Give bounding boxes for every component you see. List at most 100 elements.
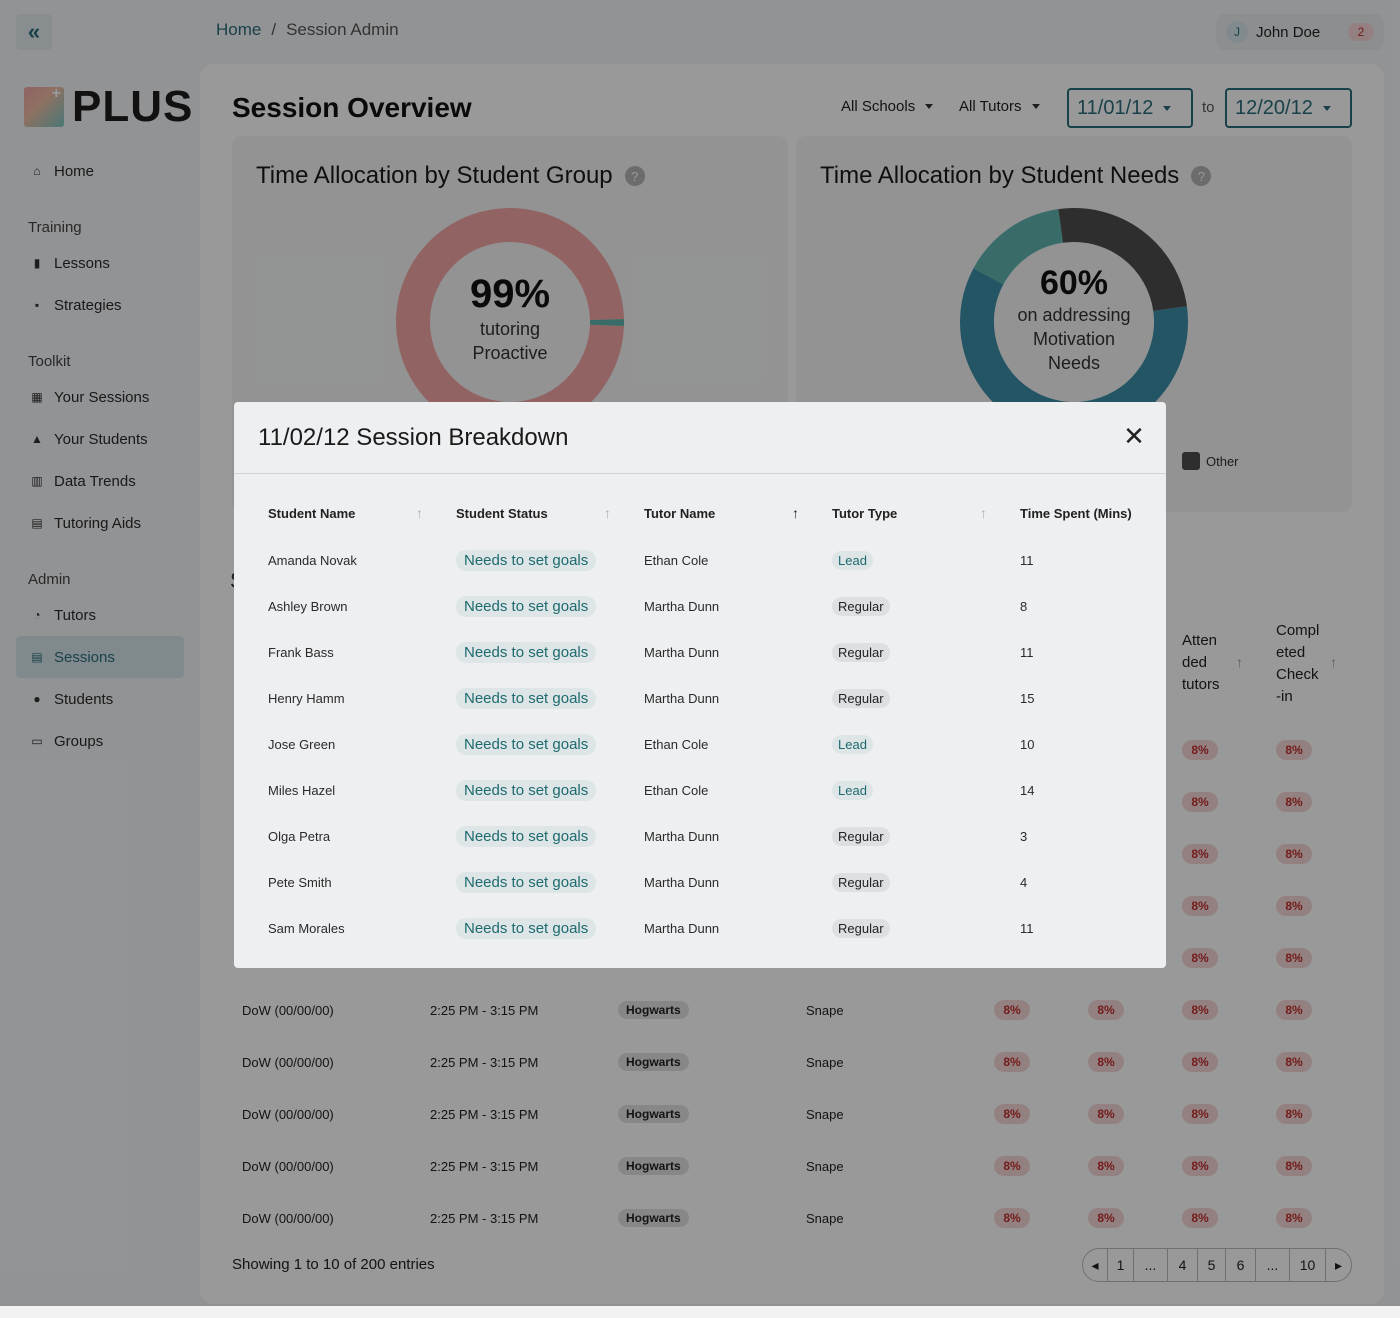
col-header-time-spent[interactable]: Time Spent (Mins) xyxy=(1020,505,1132,521)
tutor-type-pill: Regular xyxy=(832,918,890,938)
breadcrumb-home-link[interactable]: Home xyxy=(216,20,262,39)
tutor-type-pill: Regular xyxy=(832,596,890,616)
collapse-sidebar-icon[interactable]: « xyxy=(16,14,52,50)
sidebar-item-home[interactable]: ⌂ Home xyxy=(16,150,184,192)
donut-slice[interactable] xyxy=(960,208,1188,436)
page-button[interactable]: 1 xyxy=(1107,1249,1133,1281)
sidebar-item-tutors[interactable]: ◔ Tutors xyxy=(16,594,184,636)
sort-arrow-active-icon[interactable]: ↑ xyxy=(792,505,799,521)
page-button[interactable]: 5 xyxy=(1197,1249,1225,1281)
table-row[interactable]: Henry Hamm Needs to set goals Martha Dun… xyxy=(234,675,1166,721)
sidebar-item-your-students[interactable]: ▲ Your Students xyxy=(16,418,184,460)
col-header-attended-tutors[interactable]: Atten ded tutors xyxy=(1182,630,1220,696)
checkin-pct-badge: 8% xyxy=(1276,844,1312,864)
col-header-student-status[interactable]: Student Status xyxy=(456,505,548,521)
date-from-value: 11/01/12 xyxy=(1077,96,1154,119)
student-status-pill: Needs to set goals xyxy=(456,687,597,709)
student-name: Henry Hamm xyxy=(268,690,345,706)
tutor-type-pill: Lead xyxy=(832,550,873,570)
sidebar-item-your-sessions[interactable]: ▦ Your Sessions xyxy=(16,376,184,418)
time-spent: 11 xyxy=(1020,920,1034,936)
student-status-pill: Needs to set goals xyxy=(456,733,597,755)
sort-arrow-icon[interactable]: ↑ xyxy=(1236,654,1243,670)
table-row[interactable]: Jose Green Needs to set goals Ethan Cole… xyxy=(234,721,1166,767)
next-page-icon[interactable]: ▸ xyxy=(1325,1249,1351,1281)
tutors-filter-dropdown[interactable]: All Tutors xyxy=(959,98,1040,115)
table-row[interactable]: Ashley Brown Needs to set goals Martha D… xyxy=(234,583,1166,629)
tutor-type-pill: Regular xyxy=(832,642,890,662)
page-button[interactable]: 10 xyxy=(1289,1249,1325,1281)
user-menu[interactable]: J John Doe 2 xyxy=(1216,14,1384,50)
help-icon[interactable]: ? xyxy=(1191,166,1212,186)
tutor-name: Martha Dunn xyxy=(644,920,720,936)
prev-page-icon[interactable]: ◂ xyxy=(1091,1256,1099,1273)
sidebar-item-students[interactable]: ● Students xyxy=(16,678,184,720)
school-tag: Hogwarts xyxy=(618,1053,689,1071)
school-tag: Hogwarts xyxy=(618,1157,689,1175)
notification-badge[interactable]: 2 xyxy=(1348,23,1374,41)
session-time: 2:25 PM - 3:15 PM xyxy=(430,1210,539,1226)
legend-label: Other xyxy=(1206,453,1239,469)
pct-badge: 8% xyxy=(994,1052,1030,1072)
table-row[interactable]: DoW (00/00/00) 2:25 PM - 3:15 PM Hogwart… xyxy=(232,1192,1384,1244)
col-header-student-name[interactable]: Student Name xyxy=(268,505,356,521)
sidebar-item-tutoring-aids[interactable]: ▤ Tutoring Aids xyxy=(16,502,184,544)
sidebar-item-data-trends[interactable]: ▥ Data Trends xyxy=(16,460,184,502)
sidebar-item-label: Groups xyxy=(54,732,104,750)
date-from-select[interactable]: 11/01/12 xyxy=(1067,88,1193,128)
table-row[interactable]: Olga Petra Needs to set goals Martha Dun… xyxy=(234,813,1166,859)
col-header-line: ded xyxy=(1182,654,1208,671)
student-name: Pete Smith xyxy=(268,874,332,890)
table-row[interactable]: Pete Smith Needs to set goals Martha Dun… xyxy=(234,859,1166,905)
table-row[interactable]: DoW (00/00/00) 2:25 PM - 3:15 PM Hogwart… xyxy=(232,1140,1384,1192)
col-header-completed-checkin[interactable]: Compl eted Check -in xyxy=(1276,620,1319,708)
plus-logo[interactable]: PLUS xyxy=(24,82,193,132)
sidebar-item-lessons[interactable]: ▮ Lessons xyxy=(16,242,184,284)
pct-badge: 8% xyxy=(1182,1104,1218,1124)
donut-slice[interactable] xyxy=(396,208,624,436)
student-name: Amanda Novak xyxy=(268,552,357,568)
keyboard-icon: ▭ xyxy=(31,734,43,748)
donut-caption-line: Proactive xyxy=(472,343,548,363)
sort-arrow-icon[interactable]: ↑ xyxy=(416,505,423,521)
sidebar-item-strategies[interactable]: ▪ Strategies xyxy=(16,284,184,326)
date-to-select[interactable]: 12/20/12 xyxy=(1225,88,1352,128)
schools-filter-label: All Schools xyxy=(841,98,916,115)
table-row[interactable]: Frank Bass Needs to set goals Martha Dun… xyxy=(234,629,1166,675)
table-row[interactable]: DoW (00/00/00) 2:25 PM - 3:15 PM Hogwart… xyxy=(232,984,1384,1036)
table-row[interactable]: Amanda Novak Needs to set goals Ethan Co… xyxy=(234,537,1166,583)
schools-filter-dropdown[interactable]: All Schools xyxy=(841,98,934,115)
table-row[interactable]: DoW (00/00/00) 2:25 PM - 3:15 PM Hogwart… xyxy=(232,1036,1384,1088)
sidebar-item-sessions[interactable]: ▤ Sessions xyxy=(16,636,184,678)
tutor-name: Snape xyxy=(806,1002,844,1018)
page-button[interactable]: 6 xyxy=(1225,1249,1255,1281)
sort-arrow-icon[interactable]: ↑ xyxy=(604,505,611,521)
bottom-strip xyxy=(0,1306,1400,1318)
student-needs-chart-title: Time Allocation by Student Needs? xyxy=(820,162,1212,190)
sidebar-item-groups[interactable]: ▭ Groups xyxy=(16,720,184,762)
breadcrumb-current: Session Admin xyxy=(286,20,399,39)
help-icon[interactable]: ? xyxy=(624,166,645,186)
student-status-pill: Needs to set goals xyxy=(456,595,597,617)
close-icon[interactable]: ✕ xyxy=(1123,421,1145,451)
chart-title-text: Time Allocation by Student Group xyxy=(256,162,613,189)
sort-arrow-icon[interactable]: ↑ xyxy=(980,505,987,521)
table-row[interactable]: Sam Morales Needs to set goals Martha Du… xyxy=(234,905,1166,951)
table-row[interactable]: DoW (00/00/00) 2:25 PM - 3:15 PM Hogwart… xyxy=(232,1088,1384,1140)
tutors-filter-label: All Tutors xyxy=(959,98,1022,115)
legend-swatch xyxy=(1182,452,1200,470)
sort-arrow-icon[interactable]: ↑ xyxy=(1330,654,1337,670)
page-ellipsis: ... xyxy=(1133,1249,1167,1281)
tutor-name: Ethan Cole xyxy=(644,736,709,752)
pct-badge: 8% xyxy=(1088,1156,1124,1176)
caret-down-icon xyxy=(925,104,934,109)
legend-item-other: Other xyxy=(1182,452,1239,470)
graduation-cap-icon: ▲ xyxy=(31,432,43,446)
breadcrumb-separator: / xyxy=(271,20,277,39)
col-header-tutor-type[interactable]: Tutor Type xyxy=(832,505,898,521)
page-button[interactable]: 4 xyxy=(1167,1249,1197,1281)
sidebar-item-label: Strategies xyxy=(54,296,122,314)
table-row[interactable]: Miles Hazel Needs to set goals Ethan Col… xyxy=(234,767,1166,813)
breadcrumb: Home / Session Admin xyxy=(216,20,399,40)
col-header-tutor-name[interactable]: Tutor Name xyxy=(644,505,716,521)
